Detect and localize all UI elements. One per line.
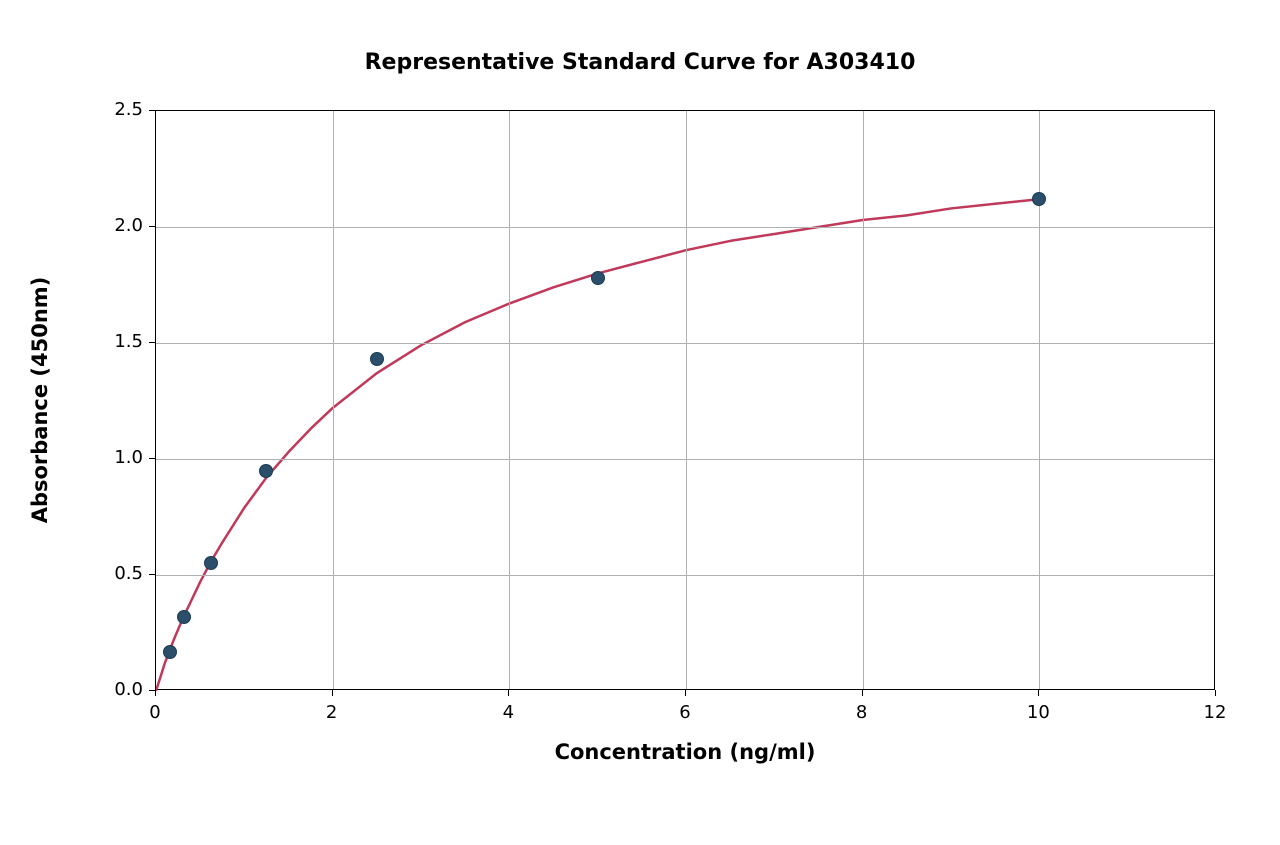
grid-line-vertical [686, 111, 687, 689]
y-tick-mark [149, 226, 155, 227]
data-point [163, 645, 177, 659]
y-tick-label: 1.5 [83, 331, 143, 352]
data-point [177, 610, 191, 624]
grid-line-vertical [509, 111, 510, 689]
y-tick-label: 2.0 [83, 215, 143, 236]
x-tick-label: 8 [832, 702, 892, 723]
grid-line-horizontal [156, 343, 1214, 344]
grid-line-vertical [333, 111, 334, 689]
y-tick-mark [149, 342, 155, 343]
x-axis-label: Concentration (ng/ml) [155, 740, 1215, 764]
data-point [204, 556, 218, 570]
x-tick-mark [332, 690, 333, 696]
data-point [259, 464, 273, 478]
x-tick-mark [1038, 690, 1039, 696]
x-tick-label: 10 [1008, 702, 1068, 723]
data-point [591, 271, 605, 285]
x-tick-mark [1215, 690, 1216, 696]
y-tick-label: 1.0 [83, 447, 143, 468]
y-tick-mark [149, 110, 155, 111]
chart-title: Representative Standard Curve for A30341… [0, 50, 1280, 75]
x-tick-label: 0 [125, 702, 185, 723]
data-point [1032, 192, 1046, 206]
chart-container: Representative Standard Curve for A30341… [0, 0, 1280, 845]
y-tick-label: 2.5 [83, 99, 143, 120]
x-tick-label: 2 [302, 702, 362, 723]
x-tick-mark [685, 690, 686, 696]
x-tick-mark [508, 690, 509, 696]
grid-line-horizontal [156, 227, 1214, 228]
y-axis-label: Absorbance (450nm) [28, 270, 52, 530]
y-tick-mark [149, 458, 155, 459]
y-tick-label: 0.0 [83, 679, 143, 700]
x-tick-label: 6 [655, 702, 715, 723]
x-tick-mark [155, 690, 156, 696]
x-tick-mark [862, 690, 863, 696]
x-tick-label: 4 [478, 702, 538, 723]
data-point [370, 352, 384, 366]
y-tick-mark [149, 690, 155, 691]
y-tick-mark [149, 574, 155, 575]
plot-area [155, 110, 1215, 690]
grid-line-vertical [863, 111, 864, 689]
x-tick-label: 12 [1185, 702, 1245, 723]
grid-line-horizontal [156, 575, 1214, 576]
y-tick-label: 0.5 [83, 563, 143, 584]
grid-line-horizontal [156, 459, 1214, 460]
